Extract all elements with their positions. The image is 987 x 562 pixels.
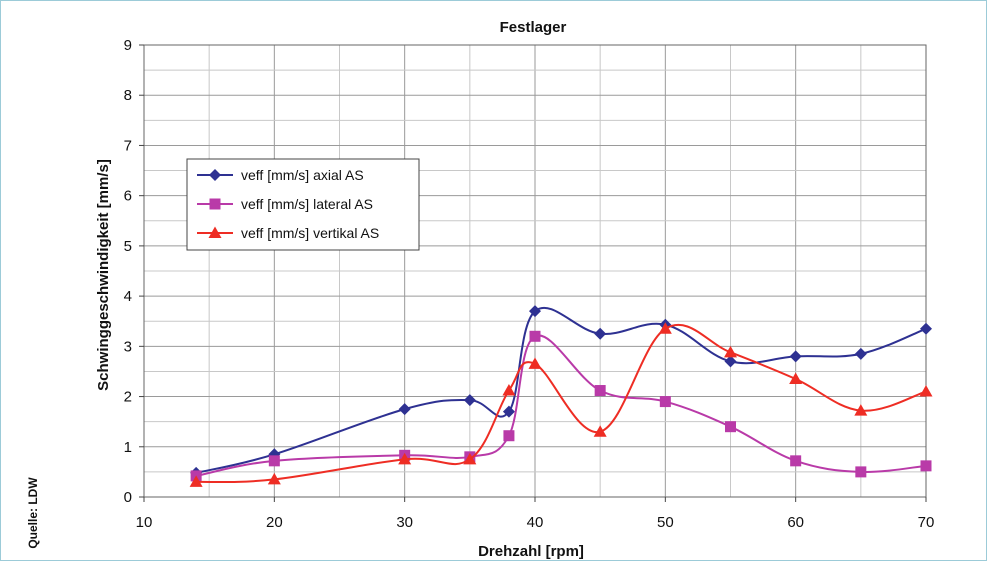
y-tick-label: 5 — [124, 238, 132, 255]
x-tick-label: 60 — [787, 514, 804, 531]
y-axis-ticks: 0 1 2 3 4 5 6 7 8 9 — [124, 37, 144, 506]
data-point-square — [268, 455, 280, 467]
x-tick-label: 20 — [266, 514, 283, 531]
y-axis-title: Schwinggeschwindigkeit [mm/s] — [95, 159, 112, 391]
data-point-square — [594, 385, 606, 397]
data-point-square — [725, 421, 736, 433]
data-point-diamond — [920, 322, 932, 335]
legend-item: veff [mm/s] vertikal AS — [197, 225, 379, 241]
y-tick-label: 6 — [124, 188, 132, 205]
data-point-triangle — [854, 404, 868, 416]
series-layer — [189, 305, 933, 487]
y-tick-label: 3 — [124, 338, 132, 355]
series-3 — [189, 322, 933, 487]
source-label: Quelle: LDW — [26, 477, 40, 549]
data-point-square — [659, 396, 671, 408]
data-point-diamond — [398, 403, 411, 416]
y-tick-label: 1 — [124, 439, 132, 456]
y-tick-label: 4 — [124, 288, 132, 305]
data-point-triangle — [502, 384, 516, 396]
y-tick-label: 0 — [124, 489, 132, 506]
data-point-triangle — [658, 322, 672, 334]
x-tick-label: 30 — [396, 514, 413, 531]
y-tick-label: 8 — [124, 87, 132, 104]
data-point-diamond — [789, 350, 802, 363]
x-tick-label: 10 — [136, 514, 153, 531]
legend: veff [mm/s] axial AS veff [mm/s] lateral … — [186, 158, 420, 251]
data-point-square — [855, 466, 867, 478]
data-point-square — [503, 430, 515, 442]
legend-label: veff [mm/s] lateral AS — [241, 196, 373, 212]
legend-item: veff [mm/s] axial AS — [197, 167, 364, 183]
x-axis-title: Drehzahl [rpm] — [478, 543, 584, 560]
x-tick-label: 50 — [657, 514, 674, 531]
data-point-triangle — [528, 357, 542, 369]
data-point-diamond — [529, 305, 541, 318]
data-point-diamond — [854, 347, 867, 360]
data-point-square — [920, 460, 932, 472]
data-point-triangle — [398, 452, 412, 465]
chart-title: Festlager — [500, 19, 567, 36]
legend-marker-triangle — [208, 226, 222, 238]
data-point-triangle — [724, 345, 737, 358]
data-point-triangle — [267, 472, 281, 485]
data-point-triangle — [919, 385, 933, 397]
data-point-diamond — [463, 394, 476, 407]
y-tick-label: 2 — [124, 389, 132, 406]
x-tick-label: 40 — [527, 514, 544, 531]
legend-marker-square — [209, 198, 221, 210]
x-tick-label: 70 — [918, 514, 935, 531]
data-point-triangle — [789, 372, 803, 384]
data-point-diamond — [502, 405, 515, 418]
series-1 — [190, 305, 932, 479]
data-point-square — [529, 330, 541, 342]
series-2 — [190, 330, 932, 482]
x-axis-ticks: 10 20 30 40 50 60 70 — [136, 497, 935, 531]
y-tick-label: 9 — [124, 37, 132, 54]
data-point-diamond — [724, 355, 737, 368]
data-point-diamond — [594, 327, 607, 340]
data-point-triangle — [593, 425, 607, 437]
data-point-triangle — [189, 475, 203, 487]
legend-marker-diamond — [209, 169, 221, 181]
data-point-square — [790, 455, 802, 467]
legend-label: veff [mm/s] axial AS — [241, 167, 364, 183]
y-tick-label: 7 — [124, 137, 132, 154]
legend-label: veff [mm/s] vertikal AS — [241, 225, 379, 241]
legend-item: veff [mm/s] lateral AS — [197, 196, 373, 212]
data-point-triangle — [463, 452, 477, 465]
grid — [143, 44, 927, 498]
